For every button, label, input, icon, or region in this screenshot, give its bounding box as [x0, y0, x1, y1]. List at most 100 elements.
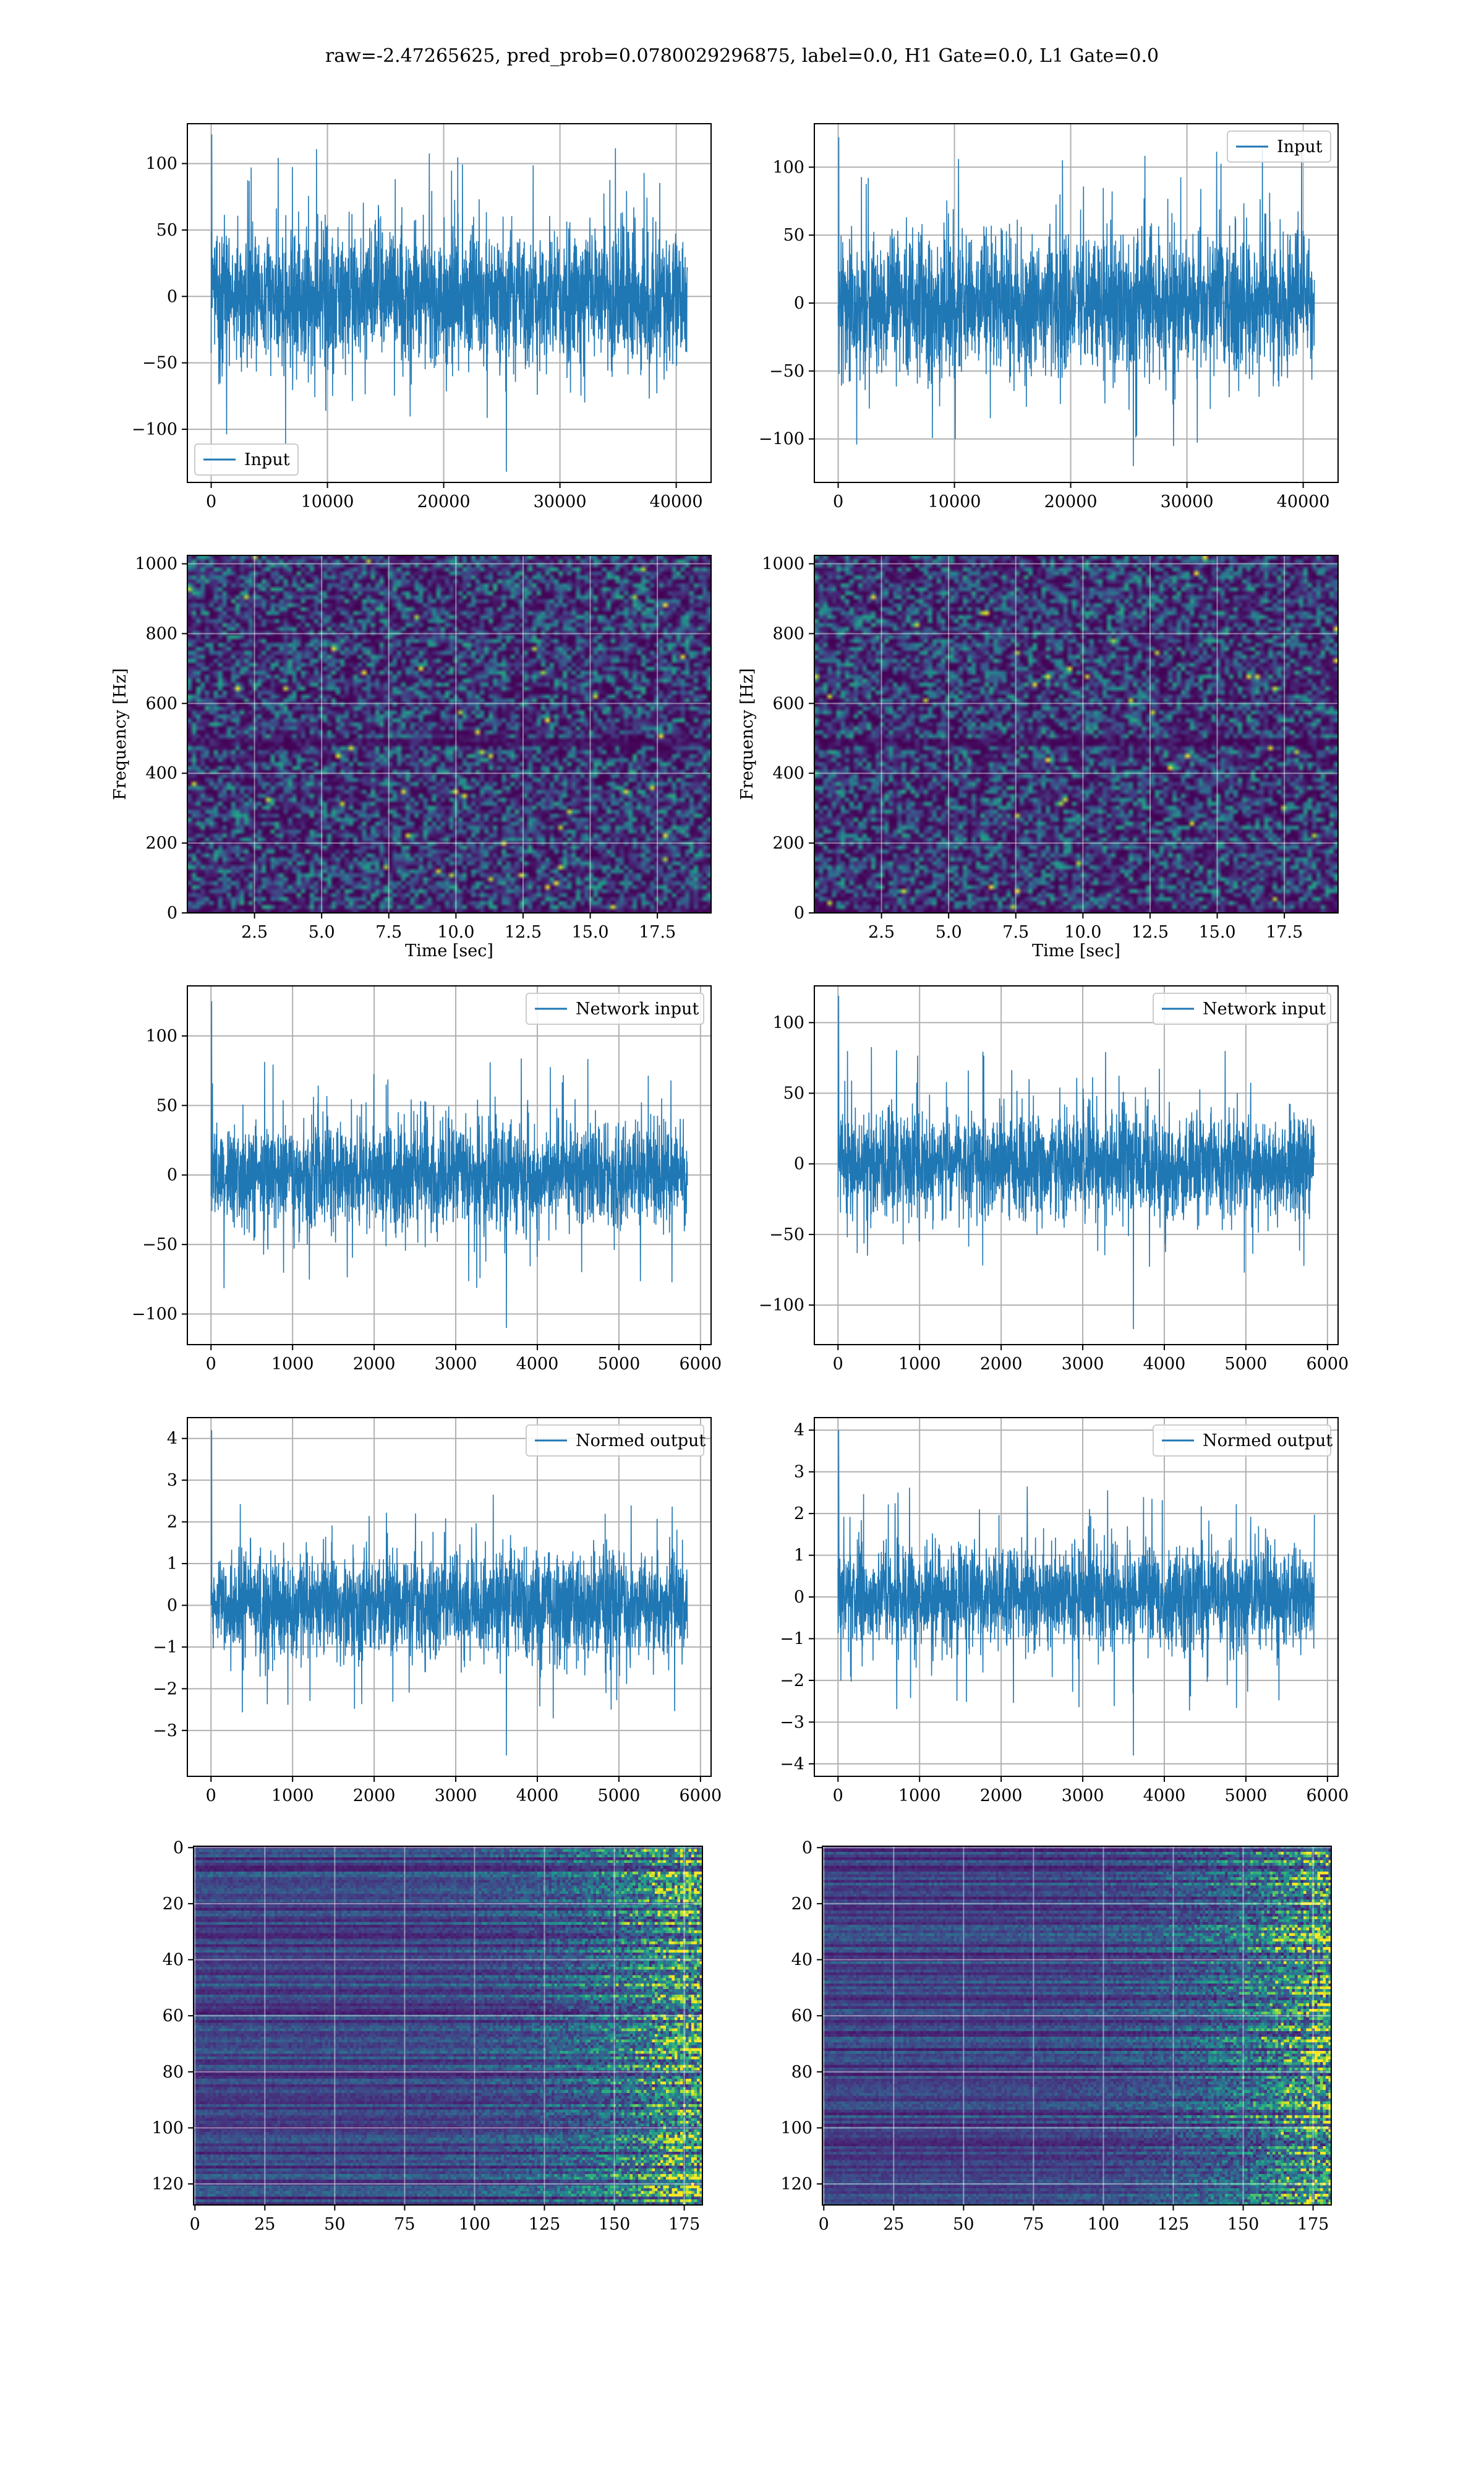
x-tick-label: 20000	[417, 492, 471, 511]
y-tick-label: 50	[156, 1096, 177, 1115]
x-tick-label: 6000	[679, 1786, 722, 1805]
axes-frame	[187, 555, 712, 914]
panel-row3-right: 0 1000 2000 3000 4000 5000 6000 −100 −50 0 50 100 Ne…	[759, 985, 1349, 1374]
y-tick-label: 60	[791, 2006, 812, 2026]
x-tick-label: 75	[394, 2215, 415, 2234]
y-tick-label: −50	[769, 1225, 804, 1244]
legend-label: Input	[244, 450, 290, 469]
x-tick-label: 25	[883, 2215, 904, 2234]
x-tick-label: 1000	[898, 1355, 941, 1374]
x-tick-label: 5000	[1225, 1355, 1268, 1374]
y-tick-label: 40	[163, 1951, 184, 1970]
x-tick-label: 20000	[1044, 492, 1098, 511]
x-tick-label: 0	[206, 492, 216, 511]
y-tick-label: 50	[783, 1084, 804, 1103]
y-tick-label: −3	[780, 1713, 804, 1732]
x-tick-label: 0	[819, 2215, 829, 2234]
panel-row2-left: 2.5 5.0 7.5 10.0 12.5 15.0 17.5 0 200 400 600 800 10…	[111, 555, 712, 961]
x-tick-label: 40000	[1277, 492, 1330, 511]
x-tick-label: 7.5	[1002, 923, 1029, 942]
x-tick-label: 75	[1023, 2215, 1044, 2234]
series-line	[837, 137, 1315, 466]
y-tick-label: 800	[772, 624, 804, 643]
y-tick-label: 0	[794, 1588, 804, 1607]
y-tick-label: 0	[794, 294, 804, 313]
x-tick-label: 2000	[980, 1355, 1023, 1374]
x-tick-label: 6000	[679, 1355, 722, 1374]
x-tick-label: 0	[206, 1786, 216, 1805]
legend: Input	[194, 443, 299, 476]
x-tick-label: 17.5	[639, 923, 676, 942]
y-tick-label: 3	[167, 1471, 177, 1490]
grid-lines	[194, 1846, 702, 2205]
series-line	[837, 995, 1315, 1329]
y-tick-label: 100	[145, 154, 177, 173]
x-tick-label: 100	[1088, 2215, 1120, 2234]
x-tick-label: 5000	[598, 1786, 641, 1805]
y-tick-label: 1000	[135, 555, 177, 574]
legend: Normed output	[526, 1424, 706, 1457]
y-tick-label: 100	[772, 158, 804, 177]
y-tick-label: 1000	[762, 555, 804, 574]
y-tick-label: 100	[151, 2118, 184, 2138]
y-tick-label: 0	[173, 1838, 184, 1857]
panel-row1-left: 0 10000 20000 30000 40000 −100 −50 0 50 100 Input	[132, 123, 712, 511]
y-tick-label: −50	[769, 362, 804, 381]
legend-box	[1153, 993, 1331, 1025]
x-tick-label: 4000	[516, 1786, 559, 1805]
y-tick-label: 4	[794, 1421, 804, 1440]
x-tick-label: 15.0	[571, 923, 608, 942]
x-tick-label: 3000	[435, 1355, 477, 1374]
x-tick-label: 30000	[534, 492, 587, 511]
x-tick-label: 10000	[928, 492, 981, 511]
grid-lines	[822, 1846, 1331, 2205]
y-tick-label: −100	[759, 430, 804, 449]
x-tick-label: 10.0	[1064, 923, 1101, 942]
axes-frame	[822, 1846, 1332, 2206]
y-tick-label: 600	[772, 694, 804, 713]
x-tick-label: 50	[324, 2215, 345, 2234]
axes-frame	[814, 985, 1339, 1345]
x-tick-label: 6000	[1306, 1786, 1349, 1805]
x-tick-label: 30000	[1161, 492, 1214, 511]
x-tick-label: 2.5	[241, 923, 268, 942]
x-tick-label: 1000	[271, 1355, 314, 1374]
series-line	[210, 134, 688, 472]
y-tick-label: 50	[783, 226, 804, 245]
y-tick-label: 20	[163, 1894, 184, 1914]
panel-row4-left: 0 1000 2000 3000 4000 5000 6000 −3 −2 −1 0 1 2 3 4 Norm…	[153, 1417, 722, 1805]
heatmap-image	[814, 555, 1338, 913]
x-tick-label: 3000	[435, 1786, 477, 1805]
x-tick-label: 15.0	[1198, 923, 1235, 942]
heatmap-image	[187, 555, 711, 913]
y-tick-label: 0	[794, 904, 804, 923]
y-tick-label: −100	[132, 1305, 177, 1324]
y-tick-label: −3	[153, 1721, 177, 1740]
x-tick-label: 5000	[598, 1355, 641, 1374]
y-tick-label: −1	[780, 1629, 804, 1648]
x-tick-label: 10000	[301, 492, 354, 511]
x-tick-label: 125	[1158, 2215, 1190, 2234]
x-tick-label: 175	[668, 2215, 701, 2234]
heatmap-image	[194, 1846, 702, 2205]
y-tick-label: 60	[163, 2006, 184, 2026]
y-tick-label: −50	[142, 1235, 177, 1254]
y-tick-label: 0	[167, 1166, 177, 1185]
panel-row5-right: 0 25 50 75 100 125 150 175 0 20 40 60 80 100 120	[780, 1838, 1332, 2234]
heatmap-image	[822, 1846, 1331, 2205]
x-tick-label: 4000	[1143, 1786, 1186, 1805]
axes-frame	[187, 985, 712, 1345]
y-tick-label: 2	[794, 1504, 804, 1523]
panel-row4-right: 0 1000 2000 3000 4000 5000 6000 −4 −3 −2 −1 0 1 2 3 4 No…	[780, 1417, 1349, 1805]
x-tick-label: 2.5	[868, 923, 895, 942]
y-tick-label: 200	[772, 834, 804, 853]
legend-label: Network input	[1203, 999, 1326, 1019]
x-tick-label: 3000	[1062, 1786, 1104, 1805]
x-tick-label: 4000	[1143, 1355, 1186, 1374]
x-tick-label: 2000	[980, 1786, 1023, 1805]
x-tick-label: 6000	[1306, 1355, 1349, 1374]
y-tick-label: 200	[145, 834, 177, 853]
x-tick-label: 100	[459, 2215, 491, 2234]
x-tick-label: 5.0	[936, 923, 962, 942]
